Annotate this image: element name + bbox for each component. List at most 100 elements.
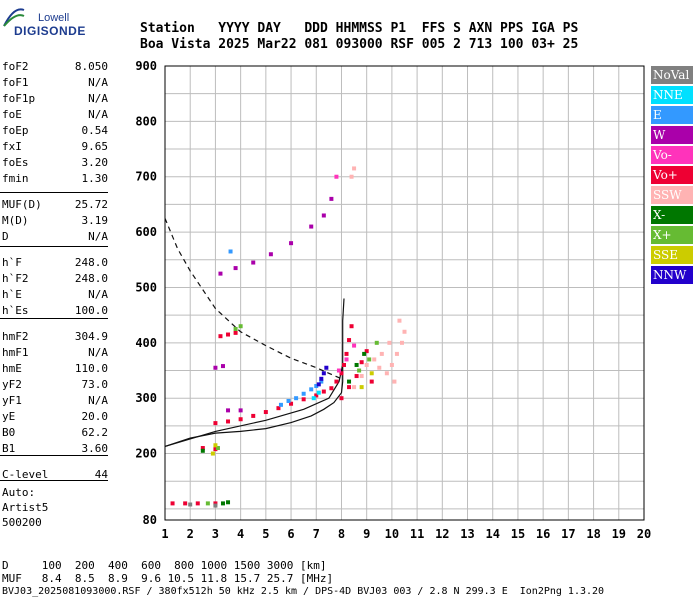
- data-point-vo: [336, 368, 341, 373]
- y-tick-label: 700: [135, 170, 157, 184]
- data-point-vo: [347, 338, 352, 343]
- param-value: 62.2: [81, 426, 109, 439]
- param-divider: [0, 480, 108, 481]
- param-value: 100.0: [74, 304, 108, 317]
- param-value: 73.0: [81, 378, 109, 391]
- param-key: M(D): [2, 214, 29, 227]
- data-point-vo: [334, 174, 339, 179]
- param-mufd: MUF(D) 25.72: [2, 198, 108, 214]
- param-value: N/A: [88, 76, 108, 89]
- data-point-vo: [238, 417, 243, 422]
- legend-item-ssw: SSW: [651, 186, 693, 204]
- param-key: B1: [2, 442, 16, 455]
- param-value: N/A: [88, 394, 108, 407]
- profile-curve: [164, 298, 345, 447]
- param-foes: foEs 3.20: [2, 156, 108, 172]
- data-point-ssw: [387, 340, 392, 345]
- legend-item-vo: Vo-: [651, 146, 693, 164]
- param-ye: yE 20.0: [2, 410, 108, 426]
- data-point-vo: [213, 447, 218, 452]
- data-point-nnw: [321, 371, 326, 376]
- param-yf2: yF2 73.0: [2, 378, 108, 394]
- auto-program: Artist5: [2, 501, 49, 514]
- maximum-frequency-curve: [164, 218, 342, 380]
- x-tick-label: 17: [561, 527, 575, 541]
- data-point-ssw: [384, 371, 389, 376]
- param-value: N/A: [88, 230, 108, 243]
- param-foe: foE N/A: [2, 108, 108, 124]
- param-value: 8.050: [74, 60, 108, 73]
- param-key: C-level: [2, 468, 49, 481]
- param-value: 25.72: [74, 198, 108, 211]
- param-divider: [0, 455, 108, 456]
- param-fof1p: foF1p N/A: [2, 92, 108, 108]
- param-d: D N/A: [2, 230, 108, 246]
- data-point-sse: [213, 443, 218, 448]
- data-point-vo: [289, 401, 294, 406]
- param-key: hmF2: [2, 330, 29, 343]
- param-divider: [0, 246, 108, 247]
- data-point-x: [215, 446, 220, 451]
- x-tick-label: 11: [410, 527, 424, 541]
- param-key: h`E: [2, 288, 22, 301]
- x-tick-label: 2: [187, 527, 194, 541]
- data-point-nnw: [324, 365, 329, 370]
- param-key: MUF(D): [2, 198, 42, 211]
- x-tick-label: 15: [511, 527, 525, 541]
- param-key: foF2: [2, 60, 29, 73]
- x-tick-label: 20: [637, 527, 651, 541]
- y-tick-label: 500: [135, 280, 157, 294]
- data-point-vo: [263, 410, 268, 415]
- data-point-e: [301, 391, 306, 396]
- legend-item-x: X-: [651, 206, 693, 224]
- legend-item-noval: NoVal: [651, 66, 693, 84]
- param-clevel: C-level 44: [2, 468, 108, 484]
- data-point-vo: [226, 332, 231, 337]
- data-point-sse: [210, 451, 215, 456]
- y-tick-label: 600: [135, 225, 157, 239]
- data-point-vo: [183, 501, 188, 506]
- data-point-e: [319, 379, 324, 384]
- data-point-vo: [344, 351, 349, 356]
- data-point-x: [200, 448, 205, 453]
- x-tick-label: 18: [586, 527, 600, 541]
- param-value: N/A: [88, 92, 108, 105]
- data-point-vo: [339, 396, 344, 401]
- param-value: N/A: [88, 346, 108, 359]
- footer-file-info: BVJ03_2025081093000.RSF / 380fx512h 50 k…: [2, 586, 605, 597]
- data-point-x: [347, 379, 352, 384]
- auto-code: 500200: [2, 516, 42, 529]
- param-key: h`Es: [2, 304, 29, 317]
- plot-frame: [164, 65, 645, 521]
- data-point-ssw: [397, 318, 402, 323]
- data-point-vo: [347, 385, 352, 390]
- data-point-w: [329, 196, 334, 201]
- param-value: 3.19: [81, 214, 109, 227]
- data-point-ssw: [394, 351, 399, 356]
- x-tick-label: 1: [161, 527, 168, 541]
- data-point-vo: [354, 374, 359, 379]
- logo-main-text: DIGISONDE: [14, 24, 86, 38]
- data-point-ssw: [372, 357, 377, 362]
- data-point-vo: [200, 446, 205, 451]
- y-tick-label: 900: [135, 59, 157, 73]
- legend-item-nne: NNE: [651, 86, 693, 104]
- data-point-vo: [364, 349, 369, 354]
- x-tick-label: 12: [435, 527, 449, 541]
- x-tick-label: 8: [338, 527, 345, 541]
- param-value: 44: [94, 468, 108, 481]
- param-divider: [0, 192, 108, 193]
- logo-icon: [3, 8, 25, 27]
- auto-label: Auto:: [2, 486, 36, 499]
- param-key: hmF1: [2, 346, 29, 359]
- data-point-vo: [213, 501, 218, 506]
- data-point-w: [226, 408, 231, 413]
- param-value: 248.0: [74, 256, 108, 269]
- footer-distance-row: D 100 200 400 600 800 1000 1500 3000 [km…: [2, 559, 327, 572]
- param-key: foE: [2, 108, 22, 121]
- data-point-ssw: [399, 340, 404, 345]
- data-point-vo: [352, 343, 357, 348]
- data-point-vo: [314, 393, 319, 398]
- data-point-vo: [369, 379, 374, 384]
- legend-item-nnw: NNW: [651, 266, 693, 284]
